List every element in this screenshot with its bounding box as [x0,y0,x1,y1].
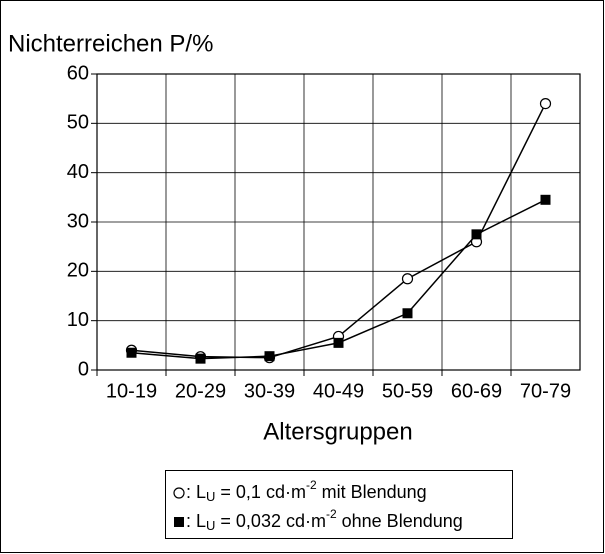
marker [174,517,184,527]
legend-label-part: : L [186,482,206,502]
legend-label-part: U [206,518,215,533]
legend-label-part: = 0,032 cd·m [215,511,326,531]
legend-label-part: : L [186,511,206,531]
x-tick-label: 60-69 [451,380,502,402]
legend-label: : LU = 0,1 cd·m-2 mit Blendung [186,478,427,504]
marker [195,353,206,364]
legend-label-part: ohne Blendung [337,511,463,531]
y-tick-label: 10 [67,309,89,331]
x-tick-label: 10-19 [106,380,157,402]
legend-label-part: U [206,489,215,504]
y-tick-label: 30 [67,210,89,232]
chart-title: Nichterreichen P/% [8,30,213,57]
legend-label-part: = 0,1 cd·m [215,482,306,502]
plot-area [96,73,581,371]
marker [539,97,552,110]
marker [471,229,482,240]
y-tick-label: 40 [67,161,89,183]
marker [264,351,275,362]
x-tick-label: 50-59 [382,380,433,402]
y-tick-label: 50 [67,112,89,134]
x-tick-label: 30-39 [244,380,295,402]
y-tick-label: 60 [67,62,89,84]
legend-label-part: -2 [326,507,337,521]
y-tick-label: 0 [78,358,89,380]
legend-label: : LU = 0,032 cd·m-2 ohne Blendung [186,507,463,533]
marker [333,337,344,348]
y-tick-label: 20 [67,260,89,282]
x-tick-label: 70-79 [520,380,571,402]
legend [165,470,513,539]
x-axis-label: Altersgruppen [263,418,412,445]
marker [540,194,551,205]
marker [126,347,137,358]
marker [401,273,414,285]
legend-label-part: mit Blendung [317,482,427,502]
marker [402,308,413,319]
marker [173,487,185,499]
legend-label-part: -2 [306,478,317,492]
x-tick-label: 40-49 [313,380,364,402]
x-tick-label: 20-29 [175,380,226,402]
